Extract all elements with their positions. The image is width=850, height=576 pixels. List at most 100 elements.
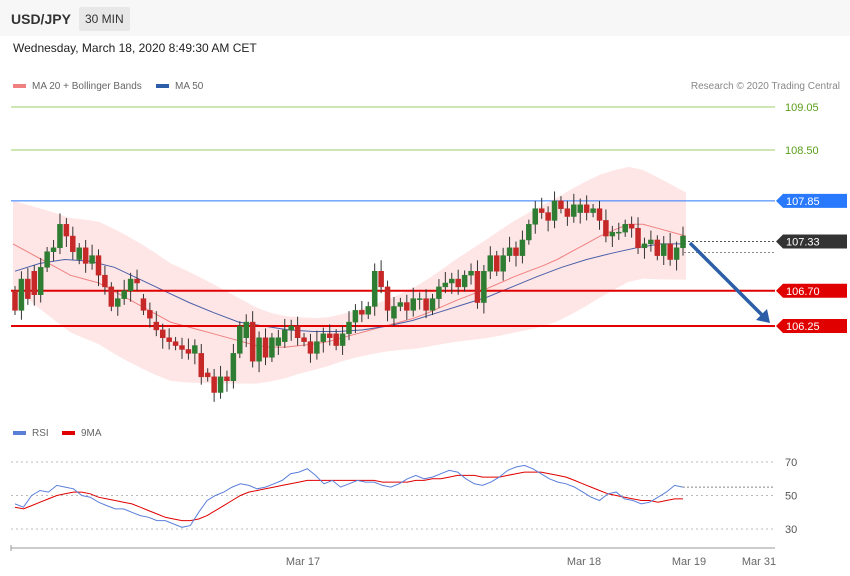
candle (583, 195, 590, 221)
candle-body (449, 278, 455, 284)
candle (333, 329, 339, 351)
candle (429, 293, 436, 316)
candle-body (564, 208, 571, 217)
candle-body (153, 321, 160, 331)
candle-body (243, 321, 249, 338)
candle (198, 343, 205, 385)
level-tag-107.85: 107.85 (776, 193, 847, 208)
candle-body (204, 372, 211, 378)
candle (224, 370, 230, 392)
candle (673, 241, 680, 271)
forecast-arrow-shaft (688, 241, 766, 319)
candle-body (404, 302, 410, 311)
rsi-tick-label: 50 (785, 491, 797, 503)
rsi-swatch (13, 431, 26, 436)
candle (404, 294, 410, 320)
level-label-106.70: 106.70 (786, 286, 820, 298)
candle (192, 339, 198, 365)
candle (294, 316, 301, 346)
candle-body (660, 243, 667, 256)
candle (339, 326, 346, 355)
candle-body (314, 341, 320, 354)
candle (481, 264, 487, 314)
candle-body (577, 204, 583, 213)
candle-body (230, 353, 237, 381)
candle-body (641, 243, 648, 249)
candle (82, 239, 89, 273)
candle-body (500, 255, 506, 272)
candle-body (224, 376, 230, 382)
legend-ma20-label: MA 20 + Bollinger Bands (32, 81, 142, 92)
candle-body (185, 349, 192, 354)
candle-body (237, 325, 243, 354)
candle-body (410, 298, 416, 311)
candle-body (262, 337, 269, 358)
candle-body (429, 298, 436, 311)
candle-body (301, 337, 307, 342)
candle (211, 369, 217, 402)
candle-body (519, 239, 526, 256)
candle-body (326, 333, 333, 338)
candle (147, 302, 153, 328)
candle-body (147, 310, 153, 319)
candle-body (44, 251, 50, 268)
candle (397, 297, 404, 312)
candle (391, 297, 397, 326)
current-price-label: 107.33 (786, 237, 820, 249)
candle (500, 247, 506, 281)
candle-body (179, 345, 185, 350)
candle-body (346, 321, 352, 335)
candle-body (603, 220, 609, 237)
candle-body (294, 325, 301, 338)
timeframe-badge[interactable]: 30 MIN (79, 7, 130, 31)
candle (680, 226, 686, 256)
candle (609, 225, 616, 248)
candle (519, 230, 526, 264)
candle (564, 200, 571, 226)
x-tick-label: Mar 31 (742, 556, 776, 568)
candle-body (18, 278, 25, 311)
candle (423, 289, 429, 319)
candle (159, 323, 166, 349)
x-tick-label: Mar 17 (286, 556, 320, 568)
candle (635, 217, 641, 255)
x-tick-label: Mar 18 (567, 556, 601, 568)
candle-body (172, 341, 179, 346)
candle-body (680, 235, 686, 249)
candle (153, 311, 160, 337)
candle-body (282, 329, 288, 342)
candle-body (635, 227, 641, 249)
candle (172, 336, 179, 351)
current-price-tag-bg (776, 234, 847, 249)
candle (493, 250, 500, 276)
candle (127, 272, 134, 302)
candle-body (37, 267, 44, 295)
rsi-ma-line (14, 471, 683, 522)
candle (288, 319, 294, 341)
candle (134, 269, 140, 291)
rsi-tick-label: 70 (785, 457, 797, 469)
candle-body (249, 321, 256, 362)
candle-body (333, 333, 339, 346)
candle (269, 333, 275, 362)
candle (314, 330, 320, 360)
candle-body (397, 302, 404, 307)
level-tag-bg (776, 193, 847, 208)
candle (622, 219, 628, 237)
candle-body (628, 224, 635, 229)
candle (545, 206, 551, 232)
candle (648, 230, 654, 252)
candle (63, 218, 70, 248)
candle (95, 249, 102, 287)
candle (352, 304, 359, 334)
candle-body (76, 247, 82, 260)
level-label-106.25: 106.25 (786, 321, 820, 333)
candle-body (12, 290, 18, 311)
candle (282, 318, 288, 348)
candle (89, 244, 95, 270)
candle (307, 333, 314, 363)
timestamp: Wednesday, March 18, 2020 8:49:30 AM CET (13, 41, 257, 55)
x-tick-label: Mar 19 (672, 556, 706, 568)
candle-body (667, 243, 673, 260)
candle-body (513, 247, 519, 256)
